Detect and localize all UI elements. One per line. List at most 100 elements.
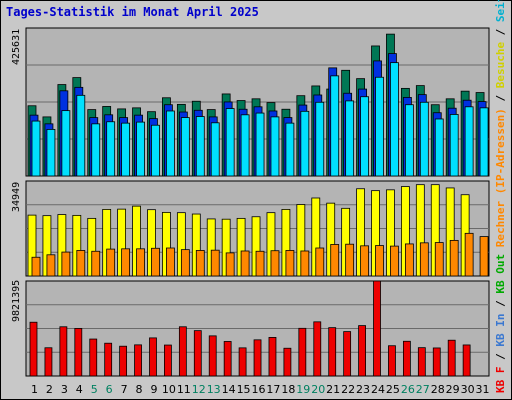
bar-kbytes [268,337,277,377]
bar-seiten [345,100,355,177]
bar-seiten [210,122,220,177]
x-tick-label: 28 [431,383,445,396]
bar-rechner [330,244,340,277]
x-tick-label: 3 [61,383,68,396]
x-tick-label: 9 [150,383,157,396]
bar-seiten [360,96,369,177]
bar-kbytes [149,337,157,377]
x-tick-label: 11 [177,383,191,396]
x-tick-label: 4 [76,383,83,396]
bar-seiten [46,129,56,177]
bar-rechner [195,250,205,277]
bar-seiten [434,118,444,177]
bar-rechner [151,247,160,277]
bar-rechner [345,243,355,277]
bar-rechner [210,249,220,277]
bar-rechner [464,232,474,277]
bar-kbytes [313,321,322,377]
bar-kbytes [44,347,53,377]
bar-rechner [404,243,414,277]
bar-kbytes [283,347,292,377]
bar-kbytes [417,347,426,377]
bar-kbytes [447,339,456,377]
bar-seiten [225,108,235,177]
x-tick-label: 10 [162,383,176,396]
x-tick-label: 26 [401,383,415,396]
bar-rechner [375,245,384,277]
bar-seiten [61,110,71,177]
bar-seiten [195,116,205,177]
bar-rechner [300,250,310,277]
bar-rechner [121,248,131,277]
bar-kbytes [89,338,98,377]
bar-kbytes [164,344,172,377]
bar-kbytes [358,325,366,377]
bar-rechner [136,248,145,277]
bar-seiten [106,121,116,177]
x-tick-label: 19 [296,383,310,396]
bar-kbytes [134,344,142,377]
bar-kbytes [432,347,441,377]
x-tick-label: 29 [446,383,460,396]
bar-seiten [151,124,160,177]
bar-rechner [180,249,190,277]
x-tick-label: 21 [326,383,340,396]
bar-rechner [225,252,235,277]
bar-seiten [315,101,325,177]
bar-rechner [31,256,41,277]
bar-kbytes [74,328,83,377]
bar-seiten [285,122,295,177]
bar-rechner [360,245,369,277]
bar-rechner [419,242,429,277]
bar-seiten [375,76,384,177]
bar-rechner [91,250,101,277]
x-tick-label: 24 [371,383,385,396]
bar-kbytes [193,330,202,377]
bar-kbytes [298,327,307,377]
bar-rechner [240,250,250,277]
bar-seiten [404,104,414,177]
bar-kbytes [402,340,411,377]
bar-seiten [390,62,399,177]
bar-kbytes [373,280,381,377]
x-tick-label: 14 [222,383,236,396]
bar-rechner [46,254,56,277]
bar-seiten [76,94,86,177]
bar-seiten [31,120,41,177]
bar-kbytes [253,339,262,377]
x-tick-label: 31 [476,383,490,396]
x-tick-label: 1 [31,383,38,396]
bar-kbytes [119,345,128,377]
x-tick-label: 2 [46,383,53,396]
x-tick-label: 16 [252,383,266,396]
x-tick-label: 25 [386,383,400,396]
bar-kbytes [223,341,232,377]
bar-rechner [270,250,280,277]
bar-kbytes [388,345,396,377]
page-title: Tages-Statistik im Monat April 2025 [6,5,259,19]
bar-kbytes [238,347,247,377]
x-tick-label: 22 [341,383,355,396]
x-tick-label: 18 [281,383,295,396]
x-tick-label: 30 [461,383,475,396]
x-tick-label: 15 [237,383,251,396]
x-tick-label: 7 [121,383,128,396]
bar-kbytes [343,331,352,377]
bar-kbytes [178,326,187,377]
bar-kbytes [208,335,217,377]
x-tick-label: 8 [136,383,143,396]
bar-seiten [255,112,265,177]
bar-rechner [166,247,175,277]
bar-seiten [166,110,175,177]
bar-rechner [61,251,71,277]
bar-rechner [106,248,116,277]
bar-seiten [91,123,101,177]
bar-seiten [464,106,474,177]
bar-seiten [300,110,310,177]
bar-seiten [240,114,250,177]
bar-rechner [76,250,86,277]
x-tick-label: 6 [106,383,113,396]
x-tick-label: 23 [356,383,370,396]
bar-seiten [449,114,459,177]
